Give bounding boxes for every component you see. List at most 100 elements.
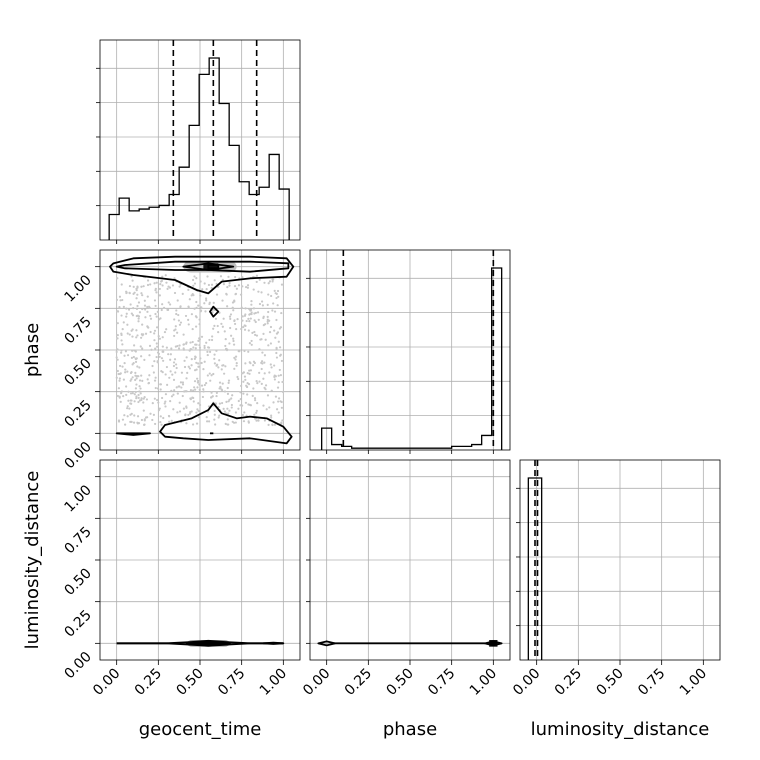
sample-point <box>164 274 167 277</box>
sample-point <box>155 326 159 329</box>
sample-point <box>214 423 217 426</box>
sample-point <box>143 299 146 302</box>
sample-point <box>246 393 249 396</box>
sample-point <box>213 353 216 356</box>
sample-point <box>194 355 197 358</box>
panel-luminosity_distance_vs_geocent_time <box>99 459 301 661</box>
sample-point <box>155 281 158 284</box>
sample-point <box>149 314 152 317</box>
sample-point <box>257 290 260 293</box>
sample-point <box>199 309 203 312</box>
sample-point <box>166 383 169 386</box>
sample-point <box>135 395 138 398</box>
sample-point <box>198 403 202 407</box>
sample-point <box>258 348 261 351</box>
sample-point <box>167 353 170 356</box>
sample-point <box>164 393 168 396</box>
sample-point <box>116 394 119 398</box>
sample-point <box>227 412 230 415</box>
sample-point <box>132 285 135 288</box>
sample-point <box>118 295 122 298</box>
sample-point <box>156 351 160 354</box>
sample-point <box>231 306 234 309</box>
sample-point <box>183 365 187 369</box>
sample-point <box>248 369 251 372</box>
sample-point <box>232 309 235 312</box>
sample-point <box>192 294 195 297</box>
sample-point <box>130 399 133 402</box>
y-tick-label: 0.00 <box>61 439 94 472</box>
sample-point <box>269 363 272 366</box>
sample-point <box>195 316 198 319</box>
sample-point <box>241 372 244 375</box>
sample-point <box>178 344 181 347</box>
sample-point <box>137 400 140 404</box>
sample-point <box>142 401 145 404</box>
sample-point <box>270 366 273 369</box>
sample-point <box>217 331 220 334</box>
sample-point <box>153 332 156 335</box>
sample-point <box>176 331 179 334</box>
sample-point <box>172 364 176 368</box>
sample-point <box>154 376 157 379</box>
sample-point <box>235 364 238 367</box>
sample-point <box>175 386 178 389</box>
sample-point <box>134 350 137 353</box>
sample-point <box>116 358 119 361</box>
sample-point <box>206 275 209 278</box>
sample-point <box>134 357 138 361</box>
sample-point <box>196 377 199 380</box>
sample-point <box>247 383 251 386</box>
sample-point <box>127 390 130 393</box>
sample-point <box>146 295 149 298</box>
x-tick-label: 0.25 <box>552 666 585 699</box>
sample-point <box>134 374 137 377</box>
sample-point <box>165 346 168 349</box>
sample-point <box>231 394 234 397</box>
sample-point <box>128 291 131 294</box>
sample-point <box>185 405 188 408</box>
sample-point <box>252 307 256 310</box>
sample-point <box>268 280 272 283</box>
sample-point <box>199 280 202 283</box>
sample-point <box>237 377 240 381</box>
sample-point <box>246 284 250 287</box>
sample-point <box>199 294 202 297</box>
x-tick-label: 0.25 <box>132 666 165 699</box>
sample-point <box>198 383 201 386</box>
sample-point <box>226 407 229 410</box>
sample-point <box>174 328 177 331</box>
sample-point <box>176 299 179 302</box>
sample-point <box>195 277 198 280</box>
sample-point <box>232 337 235 340</box>
sample-point <box>139 345 142 348</box>
sample-point <box>181 383 185 386</box>
sample-point <box>221 299 224 302</box>
sample-point <box>187 288 190 291</box>
sample-point <box>221 325 224 328</box>
sample-point <box>158 318 161 321</box>
sample-point <box>138 379 142 382</box>
sample-point <box>162 306 166 309</box>
sample-point <box>116 277 119 280</box>
sample-point <box>230 406 233 409</box>
sample-point <box>157 334 160 338</box>
sample-point <box>281 419 284 422</box>
sample-point <box>275 356 279 359</box>
sample-point <box>257 318 260 321</box>
sample-point <box>245 319 248 323</box>
sample-point <box>129 392 133 395</box>
sample-point <box>188 367 192 370</box>
sample-point <box>197 339 200 342</box>
sample-point <box>245 384 248 387</box>
sample-point <box>258 371 261 374</box>
sample-point <box>135 329 138 332</box>
sample-point <box>215 391 218 394</box>
sample-point <box>174 363 178 366</box>
sample-point <box>215 349 218 352</box>
sample-point <box>197 362 200 365</box>
sample-point <box>237 284 241 287</box>
sample-point <box>193 386 196 389</box>
sample-point <box>206 374 209 377</box>
sample-point <box>118 305 121 309</box>
